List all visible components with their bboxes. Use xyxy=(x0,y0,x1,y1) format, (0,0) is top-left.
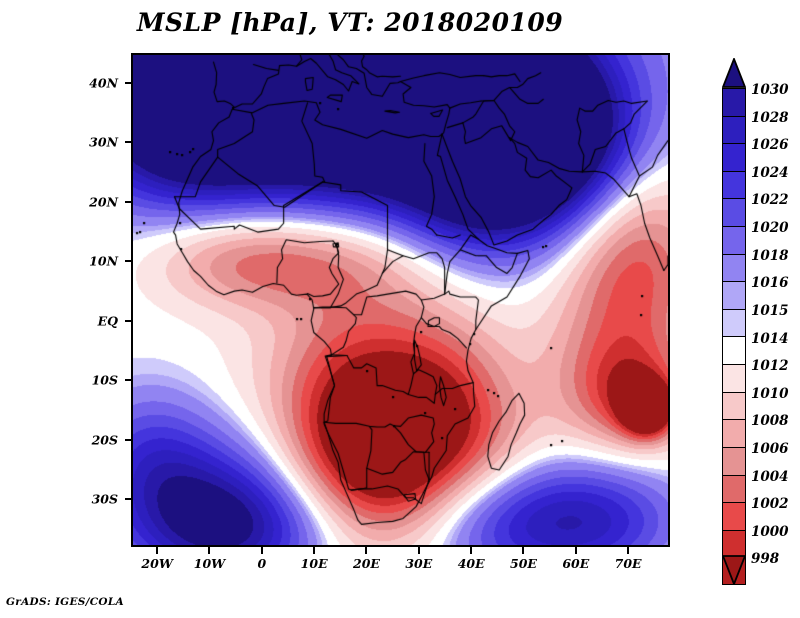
colorbar-tick-label: 1028 xyxy=(751,109,789,126)
x-tick-mark xyxy=(365,547,368,554)
colorbar-swatch xyxy=(722,308,746,337)
colorbar-tick-label: 998 xyxy=(751,551,780,568)
colorbar-tick-label: 1015 xyxy=(751,302,789,319)
colorbar-tick-label: 1002 xyxy=(751,496,789,513)
colorbar-swatch xyxy=(722,170,746,199)
colorbar-swatch xyxy=(722,253,746,282)
x-tick-mark xyxy=(208,547,211,554)
colorbar-tick-label: 1010 xyxy=(751,385,789,402)
colorbar-tick-label: 1014 xyxy=(751,330,789,347)
colorbar-tick-label: 1008 xyxy=(751,413,789,430)
page-title: MSLP [hPa], VT: 2018020109 xyxy=(136,8,564,37)
x-tick-mark xyxy=(313,547,316,554)
colorbar-swatch xyxy=(722,529,746,558)
y-tick-mark xyxy=(125,438,132,441)
y-tick-label: EQ xyxy=(97,313,118,329)
colorbar-swatch xyxy=(722,474,746,503)
y-tick-label: 30S xyxy=(91,491,118,507)
y-tick-mark xyxy=(125,260,132,263)
x-tick-mark xyxy=(574,547,577,554)
colorbar-tick-label: 1020 xyxy=(751,220,789,237)
colorbar-swatch xyxy=(722,143,746,171)
colorbar-swatch xyxy=(722,281,746,309)
colorbar-swatch xyxy=(722,419,746,447)
x-tick-label: 20W xyxy=(141,556,173,571)
colorbar-tick-label: 1000 xyxy=(751,523,789,540)
colorbar-extend-low-arrow-icon xyxy=(722,555,746,585)
x-tick-label: 0 xyxy=(257,556,267,571)
x-tick-mark xyxy=(156,547,159,554)
colorbar-tick-label: 1004 xyxy=(751,468,789,485)
footer-credit: GrADS: IGES/COLA xyxy=(6,596,124,608)
y-tick-mark xyxy=(125,200,132,203)
x-tick-mark xyxy=(470,547,473,554)
colorbar-swatch-stack xyxy=(722,88,746,585)
colorbar-swatch xyxy=(722,198,746,227)
x-tick-mark xyxy=(417,547,420,554)
colorbar-tick-label: 1030 xyxy=(751,82,789,98)
x-tick-label: 50E xyxy=(510,556,537,571)
y-tick-label: 20S xyxy=(91,432,118,448)
colorbar-swatch xyxy=(722,446,746,475)
x-tick-mark xyxy=(260,547,263,554)
y-tick-mark xyxy=(125,498,132,501)
x-tick-label: 10W xyxy=(193,556,226,571)
colorbar-tick-label: 1006 xyxy=(751,440,789,457)
colorbar-legend: 1030 1028 1026 1024 1022 1020 1018 1016 1015 1014… xyxy=(719,58,799,585)
colorbar-tick-label: 1018 xyxy=(751,247,789,264)
colorbar-swatch xyxy=(722,391,746,420)
y-tick-label: 10S xyxy=(91,372,118,388)
colorbar-swatch xyxy=(722,336,746,365)
x-tick-mark xyxy=(522,547,525,554)
colorbar-tick-label: 1026 xyxy=(751,137,789,154)
x-tick-mark xyxy=(627,547,630,554)
colorbar-swatch xyxy=(722,364,746,392)
y-tick-label: 40N xyxy=(89,75,118,91)
colorbar-tick-label: 1016 xyxy=(751,275,789,292)
y-tick-label: 30N xyxy=(89,134,118,150)
y-tick-mark xyxy=(125,81,132,84)
y-tick-mark xyxy=(125,379,132,382)
y-tick-label: 10N xyxy=(89,253,118,269)
x-tick-label: 70E xyxy=(614,556,642,571)
y-tick-mark xyxy=(125,141,132,144)
map-plot-frame xyxy=(131,53,670,547)
y-tick-label: 20N xyxy=(89,194,118,210)
colorbar-swatch xyxy=(722,115,746,144)
mslp-field-canvas xyxy=(133,55,668,545)
x-tick-label: 60E xyxy=(562,556,590,571)
colorbar-swatch xyxy=(722,502,746,530)
x-tick-label: 10E xyxy=(300,556,328,571)
x-tick-label: 20E xyxy=(353,556,380,571)
colorbar-tick-label: 1022 xyxy=(751,192,789,209)
colorbar-extend-high-arrow-icon xyxy=(722,58,746,88)
x-tick-label: 40E xyxy=(457,556,485,571)
colorbar-swatch xyxy=(722,226,746,254)
colorbar-tick-label: 1024 xyxy=(751,164,789,181)
y-axis-latitude xyxy=(76,53,126,547)
x-tick-label: 30E xyxy=(405,556,433,571)
colorbar-tick-label: 1012 xyxy=(751,358,789,375)
colorbar-swatch xyxy=(722,88,746,116)
y-tick-mark xyxy=(125,319,132,322)
